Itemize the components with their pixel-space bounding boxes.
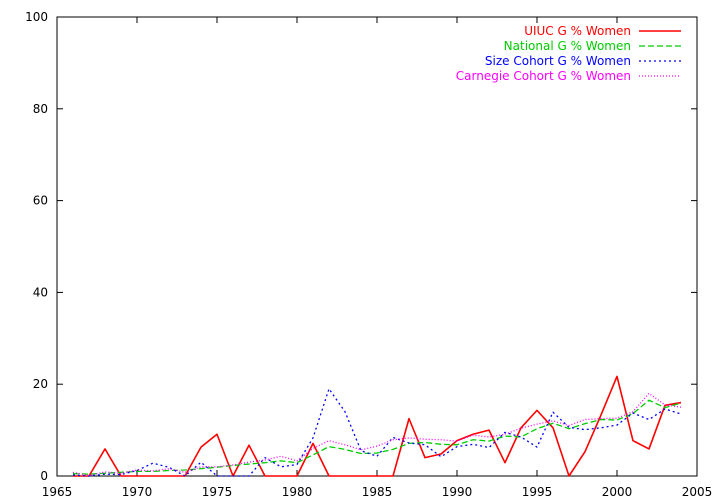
legend-label-2: Size Cohort G % Women xyxy=(485,54,631,68)
series-line-2 xyxy=(72,388,682,477)
legend-label-3: Carnegie Cohort G % Women xyxy=(456,69,631,83)
x-tick-label: 1980 xyxy=(282,485,313,499)
legend-label-0: UIUC G % Women xyxy=(524,24,631,38)
y-tick-label: 100 xyxy=(25,10,48,24)
y-tick-label: 20 xyxy=(33,377,48,391)
series-line-1 xyxy=(72,399,682,475)
y-tick-label: 80 xyxy=(33,102,48,116)
x-tick-label: 1995 xyxy=(522,485,553,499)
series-line-0 xyxy=(73,375,682,477)
y-tick-label: 0 xyxy=(40,469,48,483)
series-group xyxy=(72,375,682,477)
axes: 1965 1970 1975 1980 1985 1990 1995 2000 2005 0 20 4… xyxy=(25,10,712,499)
plot-frame xyxy=(56,16,698,477)
x-tick-label: 1990 xyxy=(442,485,473,499)
x-tick-label: 1965 xyxy=(42,485,73,499)
x-tick-label: 1985 xyxy=(362,485,393,499)
x-tick-label: 1970 xyxy=(122,485,153,499)
x-tick-label: 2005 xyxy=(682,485,713,499)
series-line-3 xyxy=(72,392,682,477)
y-tick-label: 60 xyxy=(33,194,48,208)
x-tick-label: 2000 xyxy=(602,485,633,499)
y-tick-label: 40 xyxy=(33,285,48,299)
x-tick-label: 1975 xyxy=(202,485,233,499)
legend-label-1: National G % Women xyxy=(504,39,631,53)
